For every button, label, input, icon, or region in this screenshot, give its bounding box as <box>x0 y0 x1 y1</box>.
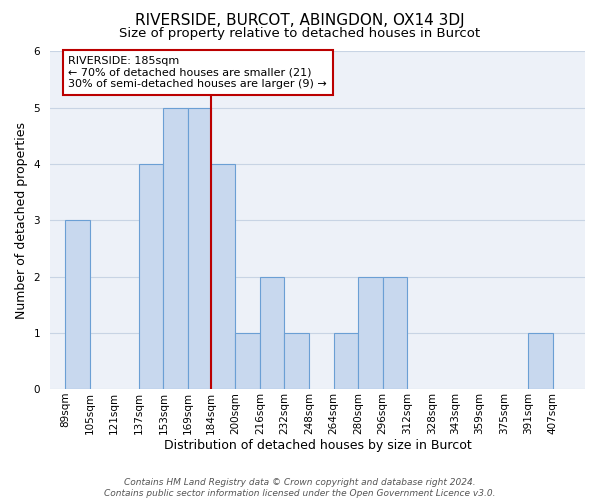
Bar <box>260 276 284 389</box>
Bar <box>284 333 309 389</box>
Bar <box>358 276 383 389</box>
Text: Size of property relative to detached houses in Burcot: Size of property relative to detached ho… <box>119 28 481 40</box>
Bar <box>163 108 188 389</box>
Text: RIVERSIDE: 185sqm
← 70% of detached houses are smaller (21)
30% of semi-detached: RIVERSIDE: 185sqm ← 70% of detached hous… <box>68 56 327 89</box>
Bar <box>235 333 260 389</box>
Y-axis label: Number of detached properties: Number of detached properties <box>15 122 28 319</box>
Bar <box>211 164 235 389</box>
Text: Contains HM Land Registry data © Crown copyright and database right 2024.
Contai: Contains HM Land Registry data © Crown c… <box>104 478 496 498</box>
Bar <box>334 333 358 389</box>
Bar <box>188 108 211 389</box>
Bar <box>528 333 553 389</box>
Bar <box>65 220 90 389</box>
X-axis label: Distribution of detached houses by size in Burcot: Distribution of detached houses by size … <box>164 440 472 452</box>
Bar <box>139 164 163 389</box>
Bar <box>383 276 407 389</box>
Text: RIVERSIDE, BURCOT, ABINGDON, OX14 3DJ: RIVERSIDE, BURCOT, ABINGDON, OX14 3DJ <box>135 12 465 28</box>
